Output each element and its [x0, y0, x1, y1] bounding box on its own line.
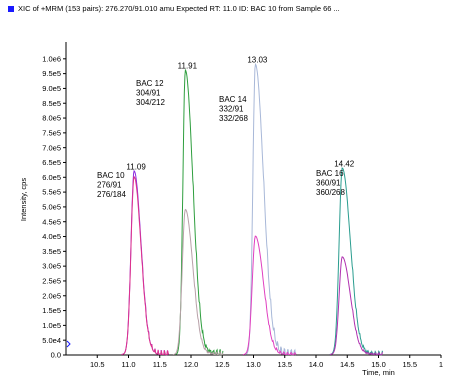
- y-tick-label: 2.0e5: [42, 291, 61, 300]
- peak-trace-4-2: [329, 256, 384, 356]
- x-tick-label: 11.5: [153, 360, 167, 369]
- y-tick-label: 4.5e5: [42, 217, 61, 226]
- y-tick-label: 9.5e5: [42, 69, 61, 78]
- x-tick-label: 13.0: [246, 360, 261, 369]
- peak-annotation-line: 360/91: [316, 179, 341, 188]
- traces-group: [121, 62, 384, 357]
- y-tick-label: 5.0e5: [42, 203, 61, 212]
- y-tick-label: 4.0e5: [42, 232, 61, 241]
- y-tick-label: 7.5e5: [42, 128, 61, 137]
- peak-trace-2-1: [175, 68, 224, 356]
- y-tick-label: 8.0e5: [42, 114, 61, 123]
- peak-annotation-line: 304/212: [136, 98, 165, 107]
- y-tick-label: 5.0e4: [42, 336, 61, 345]
- x-tick-label: 13.5: [277, 360, 292, 369]
- peak-annotation-line: 304/91: [136, 89, 161, 98]
- y-tick-label: 6.5e5: [42, 158, 61, 167]
- x-tick-label: 15.5: [402, 360, 417, 369]
- peak-rt-label: 11.91: [178, 62, 198, 71]
- peak-rt-label: 14.42: [334, 159, 355, 168]
- peak-annotation-line: 332/268: [219, 114, 248, 123]
- y-tick-label: 3.0e5: [42, 262, 61, 271]
- x-tick-label: 14.0: [309, 360, 324, 369]
- peak-rt-label: 13.03: [247, 56, 268, 65]
- y-tick-label: 1.5e5: [42, 306, 61, 315]
- chart-title: XIC of +MRM (153 pairs): 276.270/91.010 …: [18, 4, 340, 13]
- x-tick-label: 12.0: [184, 360, 199, 369]
- peak-annotation-line: BAC 12: [136, 79, 164, 88]
- peak-annotation-line: BAC 10: [97, 171, 125, 180]
- axes-group: 0.0 5.0e4 1.0e5 1.5e5 2.0e5 2.5e5 3.0e5 3.5e5 4.…: [19, 42, 443, 376]
- x-tick-label: 12.5: [215, 360, 230, 369]
- peak-trace-3-2: [242, 235, 297, 356]
- x-tick-label: 14.5: [340, 360, 355, 369]
- peak-annotation-line: 332/91: [219, 105, 244, 114]
- y-tick-label: 0.0: [51, 351, 61, 360]
- baseline-marker-icon: [66, 340, 71, 348]
- y-tick-label: 6.0e5: [42, 173, 61, 182]
- x-axis-label: Time, min: [362, 368, 395, 376]
- y-tick-label: 2.5e5: [42, 277, 61, 286]
- peak-annotation-line: 360/268: [316, 188, 345, 197]
- peak-trace-2-2: [172, 208, 224, 356]
- y-tick-label: 7.0e5: [42, 143, 61, 152]
- x-tick-label: 1: [439, 360, 443, 369]
- peak-annotation-line: 276/184: [97, 190, 126, 199]
- y-tick-label: 5.5e5: [42, 188, 61, 197]
- peak-trace-3-1: [245, 62, 297, 357]
- peak-trace-1-1: [121, 169, 169, 356]
- y-axis-label: Intensity, cps: [19, 178, 28, 221]
- peak-annotation-line: 276/91: [97, 181, 122, 190]
- y-tick-label: 3.5e5: [42, 247, 61, 256]
- y-tick-label: 9.0e5: [42, 84, 61, 93]
- peak-annotation-line: BAC 16: [316, 169, 344, 178]
- x-tick-label: 10.5: [90, 360, 105, 369]
- peak-trace-1-2: [121, 175, 169, 356]
- peak-rt-label: 11.09: [126, 162, 146, 171]
- chart-title-bar: XIC of +MRM (153 pairs): 276.270/91.010 …: [2, 2, 340, 16]
- y-tick-label: 8.5e5: [42, 99, 61, 108]
- peak-annotation-line: BAC 14: [219, 95, 247, 104]
- series-square-icon: [8, 5, 14, 12]
- x-tick-label: 15.0: [371, 360, 386, 369]
- y-tick-label: 1.0e5: [42, 321, 61, 330]
- x-tick-label: 11.0: [121, 360, 135, 369]
- y-tick-label: 1.0e6: [42, 54, 61, 63]
